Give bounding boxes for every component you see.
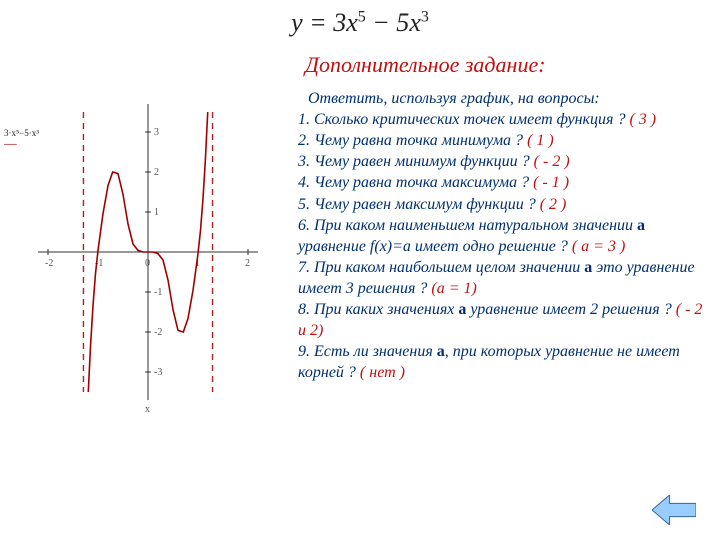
svg-text:3: 3	[154, 127, 159, 138]
svg-text:1: 1	[154, 207, 159, 218]
svg-text:-2: -2	[45, 258, 53, 269]
question-item: 3. Чему равен минимум функции ? ( - 2 )	[298, 151, 708, 172]
svg-text:-2: -2	[154, 327, 162, 338]
extra-task-title: Дополнительное задание:	[305, 52, 546, 78]
legend-line: ──	[4, 139, 17, 149]
intro-text: Ответить, используя график, на вопросы:	[298, 88, 708, 109]
question-item: 4. Чему равна точка максимума ? ( - 1 )	[298, 172, 708, 193]
svg-text:2: 2	[154, 167, 159, 178]
question-item: 5. Чему равен максимум функции ? ( 2 )	[298, 194, 708, 215]
svg-text:2: 2	[245, 258, 250, 269]
function-graph: -2-1012-3-2-1123x	[18, 92, 278, 412]
questions-block: Ответить, используя график, на вопросы: …	[298, 88, 708, 384]
svg-text:0: 0	[145, 258, 150, 269]
svg-text:x: x	[145, 404, 150, 412]
question-item: 2. Чему равна точка минимума ? ( 1 )	[298, 130, 708, 151]
graph-legend: 3·x⁵−5·x³ ──	[4, 128, 39, 150]
svg-text:-1: -1	[154, 287, 162, 298]
back-arrow-button[interactable]	[652, 495, 696, 530]
question-item: 6. При каком наименьшем натуральном знач…	[298, 215, 708, 257]
question-item: 7. При каком наибольшем целом значении а…	[298, 257, 708, 299]
question-item: 9. Есть ли значения а, при которых уравн…	[298, 341, 708, 383]
svg-text:-3: -3	[154, 367, 162, 378]
question-item: 1. Сколько критических точек имеет функц…	[298, 109, 708, 130]
legend-function: 3·x⁵−5·x³	[4, 128, 39, 138]
equation-formula: y = 3x5 − 5x3	[0, 8, 720, 38]
question-item: 8. При каких значениях а уравнение имеет…	[298, 299, 708, 341]
